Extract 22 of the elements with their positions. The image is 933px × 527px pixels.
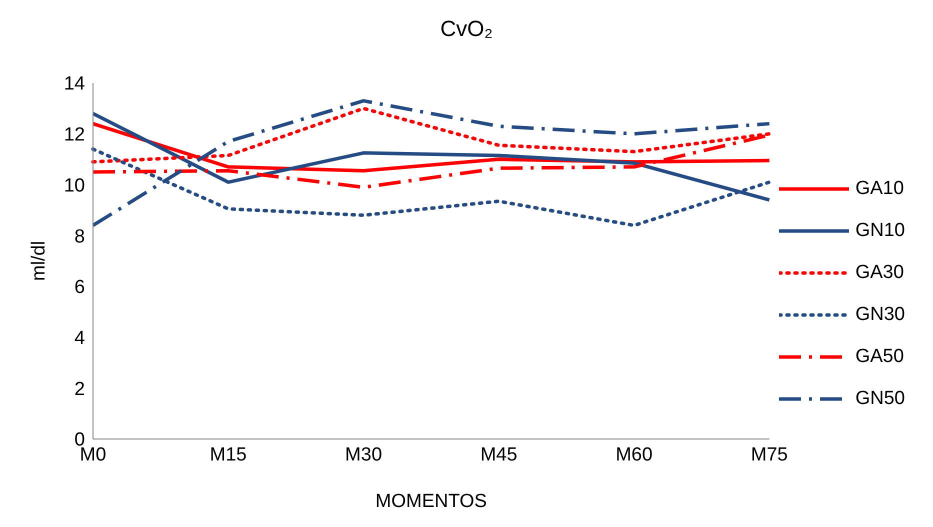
legend-label: GA30 bbox=[855, 262, 904, 284]
legend-label: GA10 bbox=[855, 178, 904, 200]
legend-label: GN10 bbox=[855, 220, 905, 242]
x-tick-label: M75 bbox=[750, 444, 788, 466]
x-tick-label: M60 bbox=[616, 444, 653, 466]
y-tick-label: 10 bbox=[64, 175, 85, 196]
line-series bbox=[91, 99, 772, 228]
legend-label: GN50 bbox=[855, 388, 905, 410]
x-tick-label: M45 bbox=[480, 444, 518, 466]
y-tick-label: 2 bbox=[74, 378, 85, 400]
y-tick-label: 14 bbox=[64, 74, 86, 95]
legend-label: GA50 bbox=[855, 346, 904, 368]
y-tick-label: 12 bbox=[64, 124, 85, 146]
y-tick-label: 4 bbox=[74, 328, 86, 350]
y-tick-label: 6 bbox=[74, 277, 85, 298]
chart-title: CvO₂ bbox=[439, 16, 494, 42]
legend-label: GN30 bbox=[855, 304, 905, 326]
x-tick-label: M15 bbox=[210, 444, 247, 466]
x-axis-title: MOMENTOS bbox=[375, 491, 487, 512]
x-tick-label: M30 bbox=[345, 444, 382, 466]
y-tick-label: 8 bbox=[74, 226, 85, 248]
y-axis-title: ml/dl bbox=[28, 240, 50, 281]
